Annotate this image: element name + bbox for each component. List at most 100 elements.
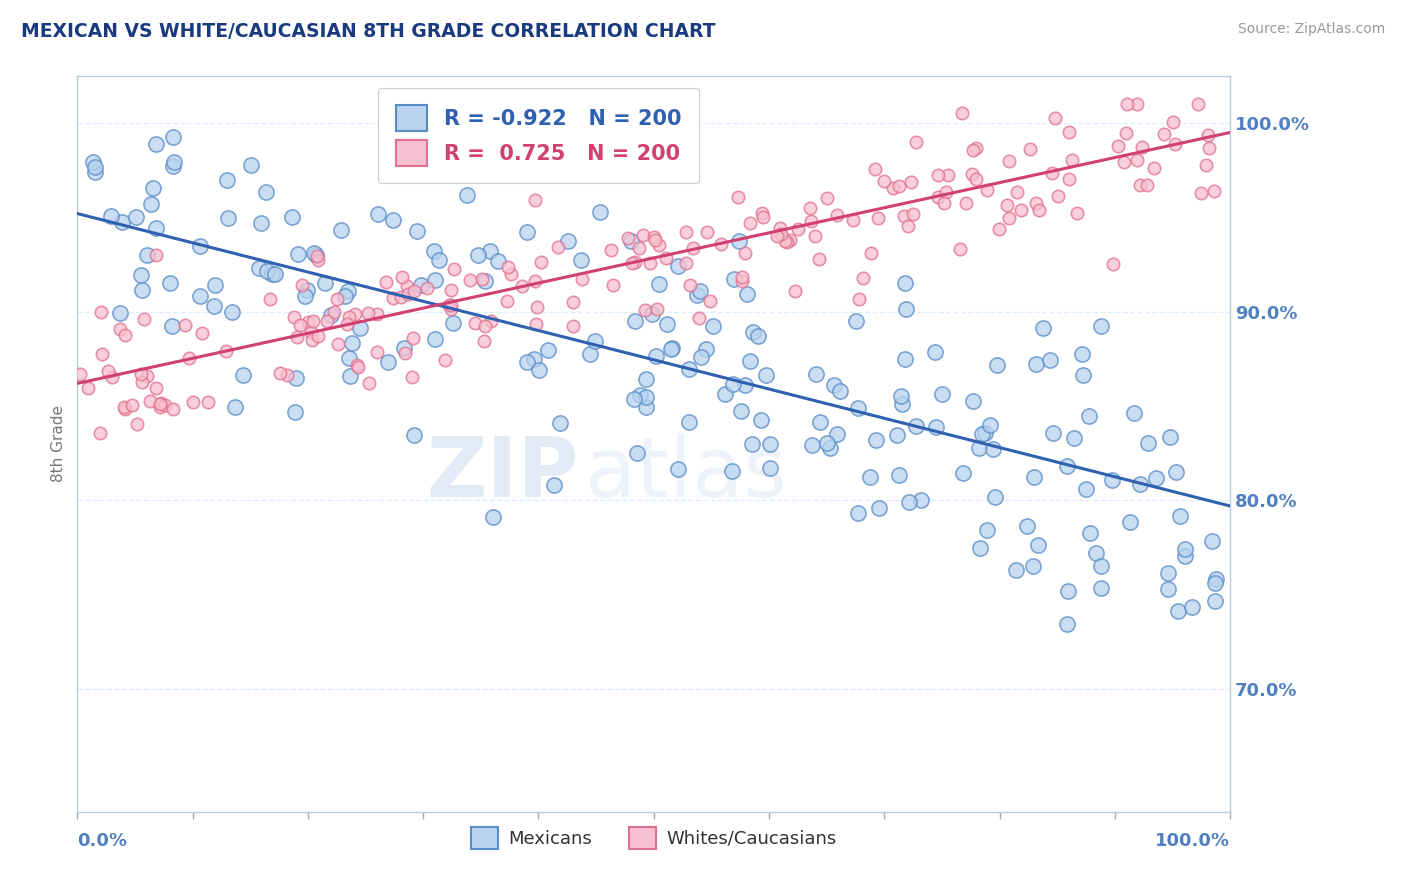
Point: [478, 244, 501, 259]
Point: [526, 317, 548, 331]
Point: [623, 314, 645, 328]
Point: [897, 494, 920, 508]
Point: [873, 174, 896, 188]
Point: [1173, 541, 1195, 556]
Point: [1066, 205, 1088, 219]
Point: [443, 262, 465, 277]
Y-axis label: 8th Grade: 8th Grade: [51, 405, 66, 483]
Point: [731, 269, 754, 284]
Point: [1015, 519, 1038, 533]
Point: [1161, 115, 1184, 129]
Point: [441, 316, 464, 330]
Point: [894, 301, 917, 316]
Point: [269, 366, 291, 380]
Point: [498, 260, 520, 275]
Point: [806, 367, 828, 381]
Point: [76, 381, 98, 395]
Point: [1130, 140, 1153, 154]
Point: [583, 334, 606, 348]
Point: [723, 272, 745, 286]
Point: [357, 306, 380, 320]
Point: [589, 204, 612, 219]
Point: [499, 267, 522, 281]
Point: [702, 318, 724, 333]
Point: [865, 162, 887, 177]
Point: [404, 428, 426, 442]
Point: [163, 155, 186, 169]
Point: [162, 159, 184, 173]
Point: [1107, 139, 1129, 153]
Point: [1166, 466, 1188, 480]
Point: [747, 329, 769, 343]
Point: [776, 235, 799, 250]
Point: [769, 227, 792, 241]
Point: [346, 358, 368, 372]
Point: [162, 318, 184, 333]
Point: [620, 234, 643, 248]
Point: [818, 442, 841, 456]
Point: [976, 183, 998, 197]
Point: [827, 427, 849, 442]
Point: [409, 277, 432, 292]
Point: [135, 247, 157, 261]
Point: [374, 275, 396, 289]
Point: [1153, 127, 1175, 141]
Point: [998, 154, 1021, 169]
Point: [626, 446, 648, 460]
Point: [965, 172, 987, 186]
Point: [602, 278, 624, 293]
Point: [129, 268, 152, 282]
Point: [391, 270, 413, 285]
Point: [321, 309, 343, 323]
Point: [765, 229, 787, 244]
Point: [204, 277, 226, 292]
Point: [69, 368, 91, 382]
Point: [401, 370, 423, 384]
Point: [995, 198, 1018, 212]
Point: [145, 137, 167, 152]
Point: [1101, 473, 1123, 487]
Point: [742, 325, 765, 339]
Point: [260, 267, 283, 281]
Point: [347, 359, 370, 374]
Point: [749, 413, 772, 427]
Point: [1078, 525, 1101, 540]
Point: [689, 350, 711, 364]
Point: [986, 358, 1008, 372]
Point: [949, 242, 972, 256]
Point: [688, 311, 710, 326]
Point: [439, 301, 461, 316]
Point: [886, 428, 908, 442]
Point: [1090, 581, 1112, 595]
Point: [474, 274, 496, 288]
Point: [524, 274, 547, 288]
Point: [337, 284, 360, 298]
Point: [295, 283, 318, 297]
Point: [882, 181, 904, 195]
Point: [516, 225, 538, 239]
Point: [1056, 583, 1078, 598]
Point: [132, 312, 155, 326]
Point: [328, 337, 350, 351]
Point: [131, 283, 153, 297]
Point: [217, 211, 239, 226]
Point: [936, 168, 959, 182]
Point: [666, 260, 689, 274]
Point: [510, 278, 533, 293]
Point: [125, 210, 148, 224]
Point: [516, 354, 538, 368]
Point: [392, 341, 415, 355]
Point: [634, 302, 657, 317]
Point: [1026, 538, 1049, 552]
Text: 0.0%: 0.0%: [77, 832, 128, 850]
Point: [367, 207, 389, 221]
Point: [799, 201, 821, 215]
Point: [155, 398, 177, 412]
Point: [894, 352, 917, 367]
Point: [1025, 357, 1047, 371]
Point: [645, 301, 668, 316]
Point: [149, 396, 172, 410]
Point: [101, 370, 124, 384]
Point: [801, 438, 824, 452]
Point: [1032, 321, 1054, 335]
